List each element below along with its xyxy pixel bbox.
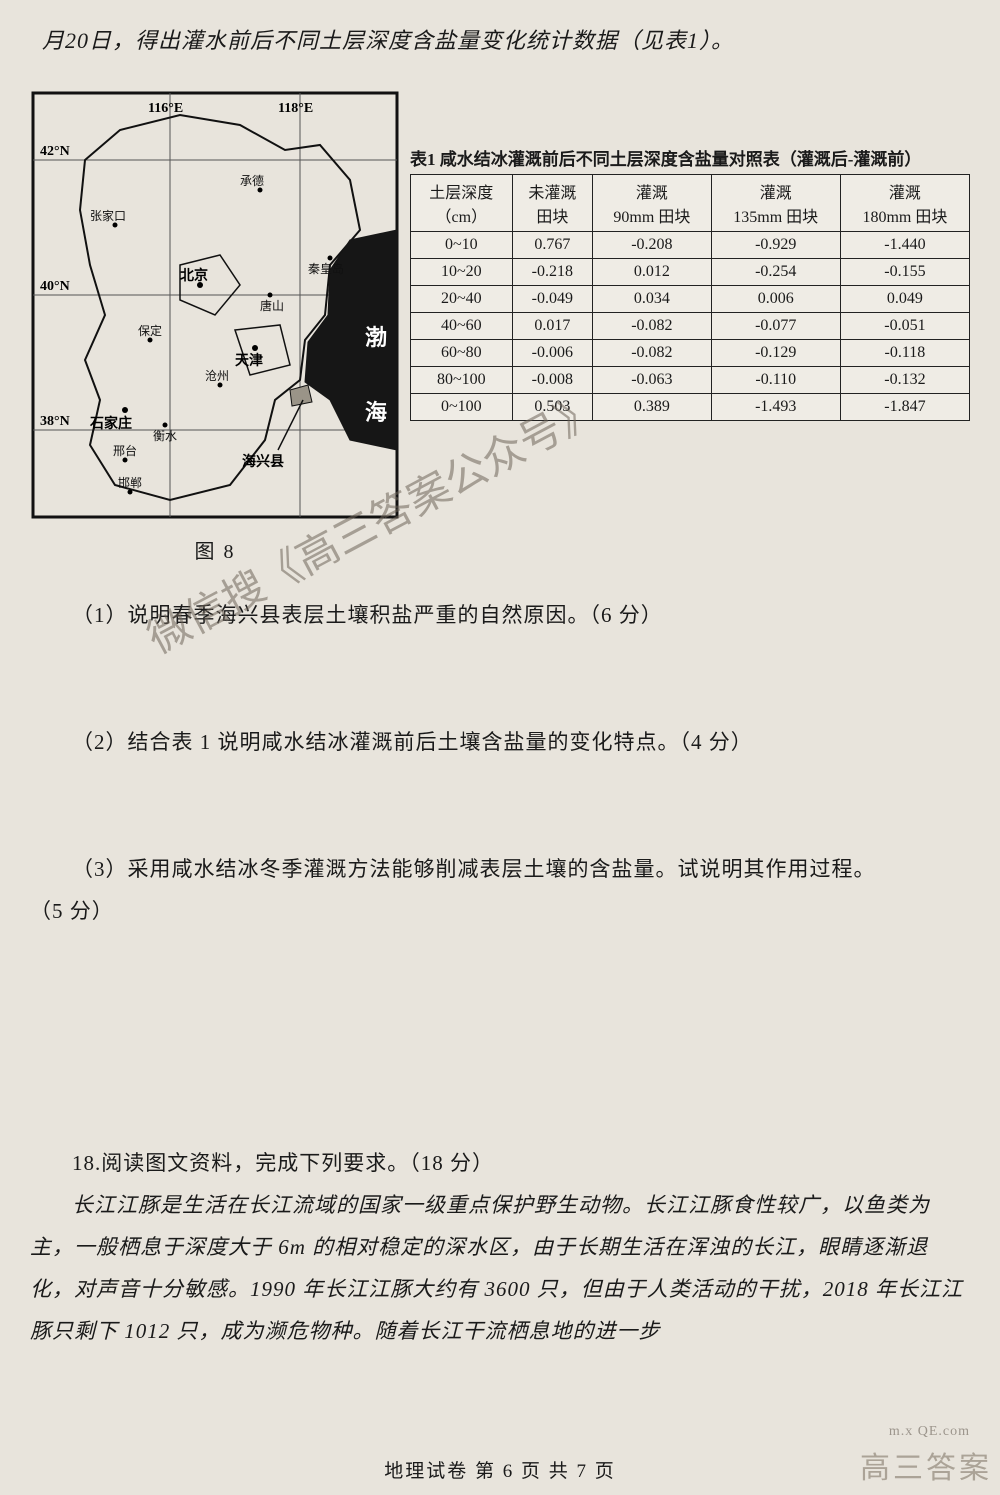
table-row: 10~20-0.2180.012-0.254-0.155	[411, 258, 970, 285]
svg-text:保定: 保定	[138, 323, 162, 338]
map-figure: 海兴县 116°E 118°E 42°N 40°N 38°N 北京 天津 石家庄…	[30, 90, 400, 564]
table-row: 40~600.017-0.082-0.077-0.051	[411, 312, 970, 339]
figure-row: 海兴县 116°E 118°E 42°N 40°N 38°N 北京 天津 石家庄…	[30, 90, 970, 564]
map-marker-label: 海兴县	[242, 453, 284, 470]
question-1: （1）说明春季海兴县表层土壤积盐严重的自然原因。（6 分）	[30, 594, 970, 636]
svg-text:张家口: 张家口	[90, 208, 126, 223]
question-2: （2）结合表 1 说明咸水结冰灌溉前后土壤含盐量的变化特点。（4 分）	[30, 721, 970, 763]
map-svg: 海兴县 116°E 118°E 42°N 40°N 38°N 北京 天津 石家庄…	[30, 90, 400, 520]
svg-text:秦皇岛: 秦皇岛	[308, 261, 344, 276]
svg-text:唐山: 唐山	[260, 298, 284, 313]
table-row: 0~100.767-0.208-0.929-1.440	[411, 231, 970, 258]
svg-text:衡水: 衡水	[153, 429, 177, 443]
table-wrap: 表1 咸水结冰灌溉前后不同土层深度含盐量对照表（灌溉后-灌溉前） 土层深度（cm…	[410, 145, 970, 421]
table-header-row: 土层深度（cm） 未灌溉田块 灌溉90mm 田块 灌溉135mm 田块 灌溉18…	[411, 174, 970, 231]
lat-label-2: 38°N	[40, 414, 70, 429]
salinity-table: 土层深度（cm） 未灌溉田块 灌溉90mm 田块 灌溉135mm 田块 灌溉18…	[410, 174, 970, 421]
page-footer: 地理试卷 第 6 页 共 7 页	[0, 1456, 1000, 1483]
table-row: 20~40-0.0490.0340.0060.049	[411, 285, 970, 312]
table-row: 80~100-0.008-0.063-0.110-0.132	[411, 366, 970, 393]
lon-label-0: 116°E	[148, 101, 183, 116]
lat-label-1: 40°N	[40, 279, 70, 294]
table-title: 表1 咸水结冰灌溉前后不同土层深度含盐量对照表（灌溉后-灌溉前）	[410, 145, 970, 170]
section-18: 18.阅读图文资料，完成下列要求。（18 分） 长江江豚是生活在长江流域的国家一…	[30, 1142, 970, 1352]
lon-label-1: 118°E	[278, 101, 313, 116]
lat-label-0: 42°N	[40, 144, 70, 159]
corner-url: m.x QE.com	[889, 1424, 970, 1440]
svg-text:沧州: 沧州	[205, 368, 229, 383]
sea-label-1: 海	[365, 400, 387, 425]
q18-heading: 18.阅读图文资料，完成下列要求。（18 分）	[30, 1142, 970, 1184]
q18-passage: 长江江豚是生活在长江流域的国家一级重点保护野生动物。长江江豚食性较广，以鱼类为主…	[30, 1184, 970, 1352]
question-3: （3）采用咸水结冰冬季灌溉方法能够削减表层土壤的含盐量。试说明其作用过程。 （5…	[30, 848, 970, 932]
svg-text:邯郸: 邯郸	[118, 475, 142, 490]
table-row: 0~1000.5030.389-1.493-1.847	[411, 393, 970, 420]
sea-label-0: 渤	[365, 325, 387, 350]
city-shijiazhuang: 石家庄	[89, 415, 132, 432]
intro-text: 月20日，得出灌水前后不同土层深度含盐量变化统计数据（见表1）。	[30, 20, 970, 62]
city-beijing: 北京	[180, 267, 208, 284]
table-row: 60~80-0.006-0.082-0.129-0.118	[411, 339, 970, 366]
svg-text:承德: 承德	[240, 173, 264, 188]
svg-text:邢台: 邢台	[113, 443, 137, 458]
city-tianjin: 天津	[235, 352, 263, 369]
map-caption: 图 8	[30, 535, 400, 564]
